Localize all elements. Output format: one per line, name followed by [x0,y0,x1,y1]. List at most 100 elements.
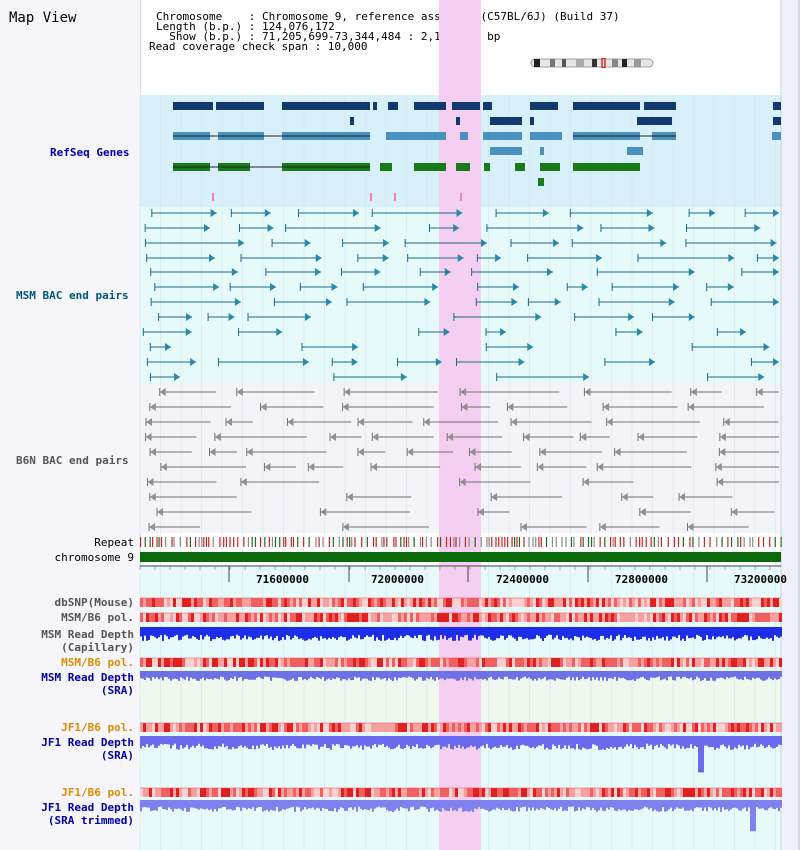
variant-cell [329,613,332,622]
variant-cell [533,658,536,667]
read-depth-bar [274,736,276,747]
read-depth-bar [288,800,290,809]
variant-cell [293,658,296,667]
variant-cell [476,788,479,797]
b6n-bac-end-pairs-label[interactable]: B6N BAC end pairs [16,454,129,467]
variant-cell [428,788,431,797]
read-depth-bar [368,736,370,747]
msm-read-depth-capillary-label[interactable]: MSM Read Depth [41,628,134,641]
read-depth-bar [166,736,168,745]
read-depth-bar [436,736,438,745]
read-depth-bar [606,736,608,748]
msm-b6-pol-label[interactable]: MSM/B6 pol. [61,611,134,624]
msm-bac-end-pairs-label[interactable]: MSM BAC end pairs [16,289,129,302]
read-depth-bar [272,627,274,641]
variant-cell [677,598,680,607]
variant-cell [743,598,746,607]
read-depth-bar [214,627,216,640]
read-depth-bar [680,671,682,679]
variant-cell [284,613,287,622]
read-depth-bar [768,736,770,746]
bac-end-arrow [763,343,770,351]
read-depth-bar [382,627,384,635]
read-depth-bar [442,627,444,639]
variant-cell [407,658,410,667]
read-depth-bar [178,671,180,681]
variant-cell [506,613,509,622]
jf1-b6-pol-trimmed-label[interactable]: JF1/B6 pol. [61,786,134,799]
repeat-mark [264,537,266,547]
variant-cell [749,598,752,607]
read-depth-bar [532,800,534,808]
variant-cell [455,723,458,732]
read-depth-bar [700,800,702,808]
read-depth-bar [532,671,534,681]
variant-cell [212,658,215,667]
read-depth-bar [182,736,184,749]
variant-cell [164,723,167,732]
jf1-read-depth-label[interactable]: JF1 Read Depth [41,736,134,749]
variant-cell [725,658,728,667]
variant-cell [197,613,200,622]
variant-cell [653,598,656,607]
read-depth-bar [722,800,724,808]
variant-cell [305,723,308,732]
read-depth-bar [440,800,442,812]
variant-cell [248,723,251,732]
chromosome-ideogram[interactable] [530,53,654,69]
read-depth-bar [780,800,782,808]
read-depth-bar [194,800,196,809]
variant-cell [410,788,413,797]
variant-cell [722,613,725,622]
variant-cell [497,598,500,607]
msm-b6-pol-sra-label[interactable]: MSM/B6 pol. [61,656,134,669]
variant-cell [374,788,377,797]
variant-cell [749,723,752,732]
read-depth-bar [590,627,592,639]
jf1-read-depth-trimmed-label[interactable]: JF1 Read Depth [41,801,134,814]
read-depth-bar [720,627,722,638]
read-depth-bar [258,736,260,749]
read-depth-bar [464,800,466,812]
variant-cell [428,723,431,732]
read-depth-bar [470,627,472,641]
refseq-genes-label[interactable]: RefSeq Genes [50,146,130,159]
read-depth-bar [626,627,628,638]
read-depth-bar [560,671,562,680]
gene-exon [540,163,560,171]
msm-read-depth-sra-label[interactable]: MSM Read Depth [41,671,134,684]
read-depth-bar [300,627,302,639]
read-depth-bar [424,671,426,681]
read-depth-bar [432,627,434,641]
read-depth-bar [678,671,680,677]
repeat-mark [349,537,351,547]
read-depth-bar [458,800,460,809]
b6n-end-arrow [407,448,414,456]
variant-cell [281,613,284,622]
read-depth-bar [642,800,644,809]
dbsnp-label[interactable]: dbSNP(Mouse) [54,596,134,609]
read-depth-bar [358,800,360,807]
variant-cell [761,613,764,622]
read-depth-bar [746,736,748,746]
read-depth-bar [202,671,204,678]
variant-cell [416,723,419,732]
read-depth-bar [764,627,766,639]
variant-cell [578,723,581,732]
variant-cell [146,658,149,667]
variant-cell [632,723,635,732]
variant-cell [773,788,776,797]
variant-cell [257,598,260,607]
variant-cell [185,658,188,667]
jf1-b6-pol-label[interactable]: JF1/B6 pol. [61,721,134,734]
read-depth-bar [732,736,734,750]
variant-cell [629,723,632,732]
variant-cell [725,613,728,622]
read-depth-bar [524,800,526,807]
repeat-mark [408,537,410,547]
repeat-mark [682,537,684,547]
repeat-mark [677,537,680,547]
read-depth-bar [718,671,720,679]
read-depth-bar [156,736,158,748]
